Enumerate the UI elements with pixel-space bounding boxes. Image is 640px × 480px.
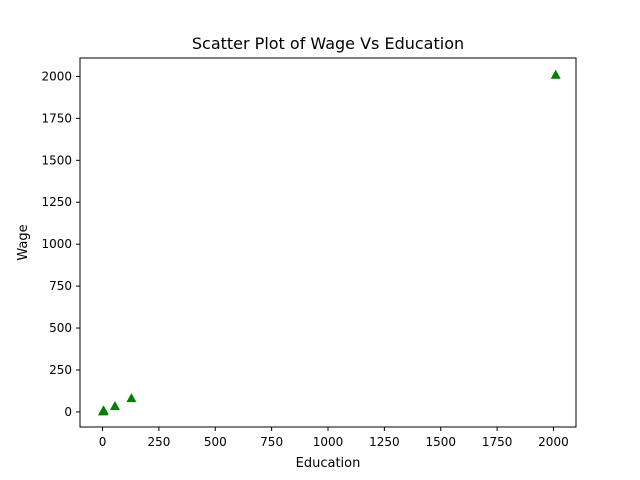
x-tick-label: 1750 bbox=[482, 435, 513, 449]
y-tick-label: 500 bbox=[49, 321, 72, 335]
x-tick-label: 1000 bbox=[313, 435, 344, 449]
data-point bbox=[126, 393, 137, 403]
chart-title: Scatter Plot of Wage Vs Education bbox=[192, 34, 464, 53]
x-tick-label: 2000 bbox=[538, 435, 569, 449]
y-tick-label: 1000 bbox=[41, 237, 72, 251]
x-tick-label: 500 bbox=[204, 435, 227, 449]
y-tick-label: 250 bbox=[49, 363, 72, 377]
x-tick-label: 0 bbox=[99, 435, 107, 449]
y-axis-label: Wage bbox=[16, 224, 31, 260]
y-tick-label: 0 bbox=[64, 405, 72, 419]
y-tick-label: 1500 bbox=[41, 153, 72, 167]
y-tick-label: 1250 bbox=[41, 195, 72, 209]
y-tick-label: 750 bbox=[49, 279, 72, 293]
data-point bbox=[109, 401, 120, 411]
x-tick-label: 1500 bbox=[425, 435, 456, 449]
y-tick-label: 2000 bbox=[41, 69, 72, 83]
x-tick-label: 750 bbox=[260, 435, 283, 449]
x-axis: 0 250 500 750 1000 1250 1500 1750 2000 bbox=[99, 427, 569, 449]
x-tick-label: 250 bbox=[147, 435, 170, 449]
plot-area-frame bbox=[79, 57, 577, 428]
y-tick-label: 1750 bbox=[41, 111, 72, 125]
y-axis: 0 250 500 750 1000 1250 1500 1750 2000 bbox=[41, 69, 80, 419]
data-points bbox=[97, 69, 561, 416]
data-point bbox=[98, 405, 109, 415]
x-tick-label: 1250 bbox=[369, 435, 400, 449]
data-point bbox=[550, 69, 561, 79]
x-axis-label: Education bbox=[296, 456, 361, 471]
